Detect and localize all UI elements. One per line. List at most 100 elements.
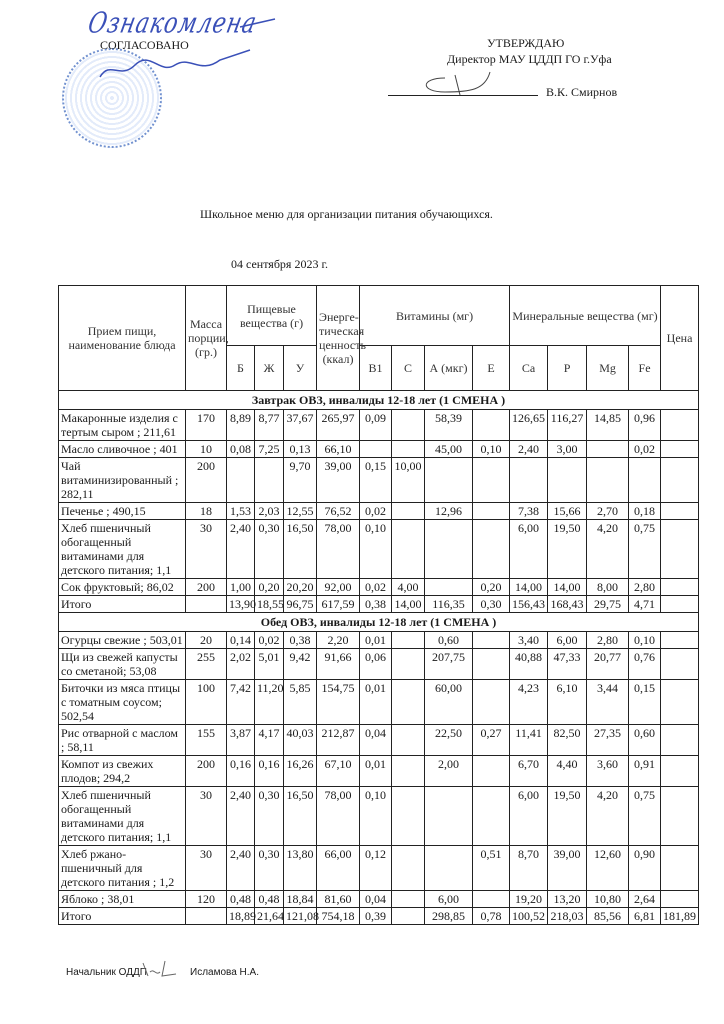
value-cell: 27,35 bbox=[586, 724, 630, 756]
value-cell: 14,00 bbox=[391, 595, 426, 613]
subheader-cell: Ca bbox=[509, 345, 549, 391]
value-cell: 5,01 bbox=[254, 648, 284, 680]
subheader-cell: А (мкг) bbox=[424, 345, 474, 391]
menu-table: Прием пищи, наименование блюда Масса пор… bbox=[57, 285, 700, 925]
value-cell: 2,40 bbox=[226, 786, 255, 846]
value-cell: 0,27 bbox=[472, 724, 511, 756]
value-cell bbox=[391, 724, 426, 756]
table-row: Макаронные изделия с тертым сыром ; 211,… bbox=[58, 409, 700, 441]
subheader-cell: Ж bbox=[254, 345, 284, 391]
value-cell bbox=[660, 457, 700, 503]
header-dish: Прием пищи, наименование блюда bbox=[58, 285, 186, 391]
footer-position: Начальник ОДДП bbox=[66, 967, 147, 978]
value-cell: 85,56 bbox=[586, 907, 630, 925]
value-cell: 0,51 bbox=[472, 845, 511, 891]
value-cell: 13,90 bbox=[226, 595, 256, 613]
value-cell: 39,00 bbox=[316, 457, 361, 503]
value-cell bbox=[660, 845, 700, 891]
value-cell: 22,50 bbox=[424, 724, 474, 756]
value-cell: 30 bbox=[185, 845, 227, 891]
dish-name-cell: Яблоко ; 38,01 bbox=[58, 890, 186, 908]
value-cell: 0,04 bbox=[359, 890, 393, 908]
value-cell: 7,25 bbox=[254, 440, 284, 458]
organization-stamp bbox=[62, 48, 162, 148]
value-cell bbox=[185, 907, 227, 925]
value-cell: 16,50 bbox=[282, 786, 318, 846]
value-cell bbox=[185, 595, 227, 613]
value-cell: 58,39 bbox=[424, 409, 474, 441]
value-cell bbox=[391, 679, 426, 725]
value-cell: 11,20 bbox=[254, 679, 284, 725]
value-cell: 0,75 bbox=[628, 786, 662, 846]
value-cell: 6,00 bbox=[424, 890, 474, 908]
dish-name-cell: Биточки из мяса птицы с томатным соусом;… bbox=[58, 679, 186, 725]
value-cell: 8,00 bbox=[586, 578, 630, 596]
dish-name-cell: Хлеб пшеничный обогащенный витаминами дл… bbox=[58, 519, 186, 579]
value-cell: 154,75 bbox=[316, 679, 361, 725]
value-cell bbox=[424, 519, 474, 579]
value-cell: 0,01 bbox=[359, 679, 393, 725]
value-cell: 67,10 bbox=[316, 755, 361, 787]
value-cell bbox=[472, 409, 511, 441]
header-mass: Масса порции, (гр.) bbox=[185, 285, 229, 391]
value-cell: 20,20 bbox=[282, 578, 318, 596]
value-cell: 218,03 bbox=[547, 907, 588, 925]
signature-line bbox=[388, 95, 538, 96]
table-row: Рис отварной с маслом ; 58,11 155 3,87 4,17… bbox=[58, 724, 700, 756]
value-cell: 4,00 bbox=[391, 578, 426, 596]
table-row: Хлеб пшеничный обогащенный витаминами дл… bbox=[58, 786, 700, 846]
value-cell: 76,52 bbox=[316, 502, 361, 520]
dish-name-cell: Щи из свежей капусты со сметаной; 53,08 bbox=[58, 648, 186, 680]
table-row: Щи из свежей капусты со сметаной; 53,08 2… bbox=[58, 648, 700, 680]
value-cell bbox=[472, 786, 511, 846]
value-cell: 0,48 bbox=[226, 890, 255, 908]
value-cell: 12,96 bbox=[424, 502, 474, 520]
value-cell: 0,02 bbox=[628, 440, 662, 458]
value-cell: 2,70 bbox=[586, 502, 630, 520]
value-cell: 18,84 bbox=[282, 890, 318, 908]
value-cell: 12,60 bbox=[586, 845, 630, 891]
value-cell: 13,20 bbox=[547, 890, 588, 908]
value-cell: 13,80 bbox=[282, 845, 318, 891]
approver-position: Директор МАУ ЦДДП ГО г.Уфа bbox=[447, 52, 612, 66]
value-cell bbox=[660, 440, 700, 458]
value-cell bbox=[660, 786, 700, 846]
value-cell: 100,52 bbox=[509, 907, 549, 925]
value-cell: 3,87 bbox=[226, 724, 255, 756]
value-cell: 18,89 bbox=[226, 907, 256, 925]
table-row: Чай витаминизированный ; 282,11 200 9,70 39… bbox=[58, 457, 700, 503]
value-cell: 19,20 bbox=[509, 890, 549, 908]
value-cell bbox=[586, 440, 630, 458]
value-cell: 10,80 bbox=[586, 890, 630, 908]
value-cell: 207,75 bbox=[424, 648, 474, 680]
value-cell: 126,65 bbox=[509, 409, 549, 441]
value-cell: 66,10 bbox=[316, 440, 361, 458]
value-cell: 181,89 bbox=[660, 907, 700, 925]
footer-name: Исламова Н.А. bbox=[190, 967, 260, 978]
table-row: Биточки из мяса птицы с томатным соусом;… bbox=[58, 679, 700, 725]
value-cell bbox=[660, 595, 700, 613]
value-cell: 0,02 bbox=[359, 502, 393, 520]
value-cell bbox=[391, 890, 426, 908]
value-cell: 96,75 bbox=[282, 595, 318, 613]
value-cell: 45,00 bbox=[424, 440, 474, 458]
value-cell: 8,77 bbox=[254, 409, 284, 441]
handwritten-signature-agreed bbox=[99, 18, 276, 78]
value-cell: 200 bbox=[185, 755, 227, 787]
value-cell bbox=[660, 755, 700, 787]
value-cell: 0,76 bbox=[628, 648, 662, 680]
value-cell: 3,60 bbox=[586, 755, 630, 787]
value-cell: 6,81 bbox=[628, 907, 662, 925]
section-row: Завтрак ОВЗ, инвалиды 12-18 лет (1 СМЕНА… bbox=[57, 390, 700, 410]
value-cell: 617,59 bbox=[316, 595, 361, 613]
value-cell bbox=[359, 440, 393, 458]
dish-name-cell: Рис отварной с маслом ; 58,11 bbox=[58, 724, 186, 756]
value-cell bbox=[628, 457, 662, 503]
value-cell: 18 bbox=[185, 502, 227, 520]
value-cell: 121,08 bbox=[282, 907, 319, 925]
value-cell: 2,64 bbox=[628, 890, 662, 908]
value-cell bbox=[472, 648, 511, 680]
value-cell bbox=[660, 648, 700, 680]
value-cell: 2,80 bbox=[628, 578, 662, 596]
value-cell: 81,60 bbox=[316, 890, 361, 908]
